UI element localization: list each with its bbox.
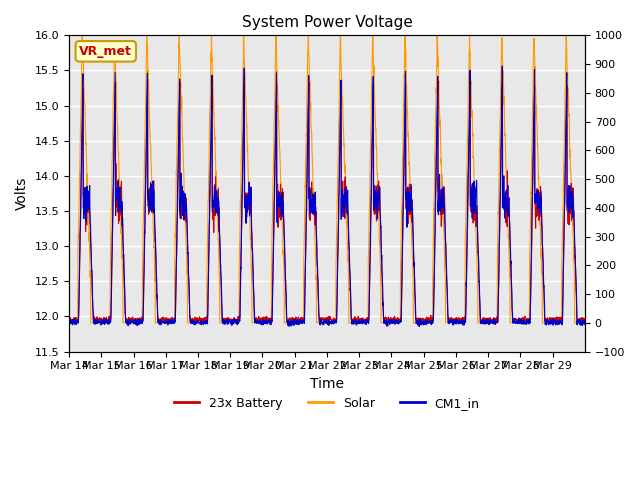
X-axis label: Time: Time	[310, 377, 344, 391]
Legend: 23x Battery, Solar, CM1_in: 23x Battery, Solar, CM1_in	[169, 392, 484, 415]
Text: VR_met: VR_met	[79, 45, 132, 58]
Title: System Power Voltage: System Power Voltage	[241, 15, 412, 30]
Y-axis label: Volts: Volts	[15, 177, 29, 210]
